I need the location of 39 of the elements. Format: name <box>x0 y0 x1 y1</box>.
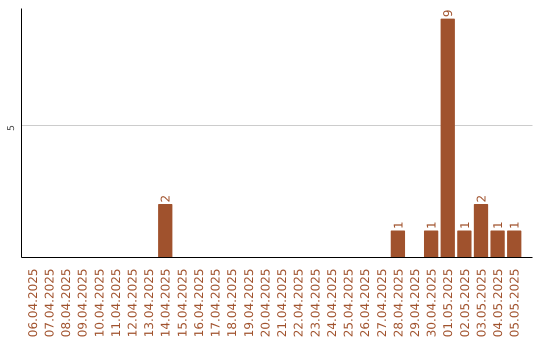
y-tick-label: 5 <box>6 124 17 131</box>
x-tick-label: 17.04.2025 <box>208 268 223 338</box>
x-tick-label: 12.04.2025 <box>126 268 140 338</box>
x-tick-label: 03.05.2025 <box>474 268 488 338</box>
x-tick-label: 05.05.2025 <box>508 268 522 338</box>
data-label: 1 <box>424 221 439 230</box>
x-tick-label: 08.04.2025 <box>59 268 74 338</box>
x-tick-label: 14.04.2025 <box>158 268 173 338</box>
x-tick-label: 09.04.2025 <box>76 268 90 338</box>
x-tick-label: 11.04.2025 <box>108 268 123 338</box>
x-tick-label: 15.04.2025 <box>175 268 190 338</box>
x-tick-label: 21.04.2025 <box>275 268 290 338</box>
data-label: 2 <box>474 194 488 203</box>
x-tick-label: 20.04.2025 <box>258 268 272 338</box>
x-tick-label: 04.05.2025 <box>491 268 506 338</box>
x-tick-label: 06.04.2025 <box>26 268 40 338</box>
x-tick-label: 29.04.2025 <box>408 268 422 338</box>
x-tick-label: 19.04.2025 <box>242 268 256 338</box>
x-tick-label: 13.04.2025 <box>142 268 156 338</box>
x-tick-label: 30.04.2025 <box>424 268 439 338</box>
x-tick-label: 26.04.2025 <box>358 268 372 338</box>
x-tick-label: 28.04.2025 <box>391 268 406 338</box>
x-tick-label: 02.05.2025 <box>458 268 472 338</box>
x-tick-label: 07.04.2025 <box>42 268 56 338</box>
x-tick-label: 24.04.2025 <box>324 268 339 338</box>
x-tick-label: 16.04.2025 <box>192 268 206 338</box>
data-label: 1 <box>508 221 522 230</box>
x-tick-label: 22.04.2025 <box>292 268 306 338</box>
x-tick-label: 01.05.2025 <box>441 268 456 338</box>
data-label: 9 <box>441 9 456 18</box>
x-tick-label: 25.04.2025 <box>342 268 356 338</box>
x-tick-label: 23.04.2025 <box>308 268 322 338</box>
data-label: 1 <box>458 221 472 230</box>
data-label: 1 <box>391 221 406 230</box>
data-label: 2 <box>158 194 173 203</box>
x-tick-label: 27.04.2025 <box>374 268 389 338</box>
x-tick-label: 10.04.2025 <box>92 268 106 338</box>
x-tick-label: 18.04.2025 <box>225 268 240 338</box>
data-label: 1 <box>491 221 506 230</box>
